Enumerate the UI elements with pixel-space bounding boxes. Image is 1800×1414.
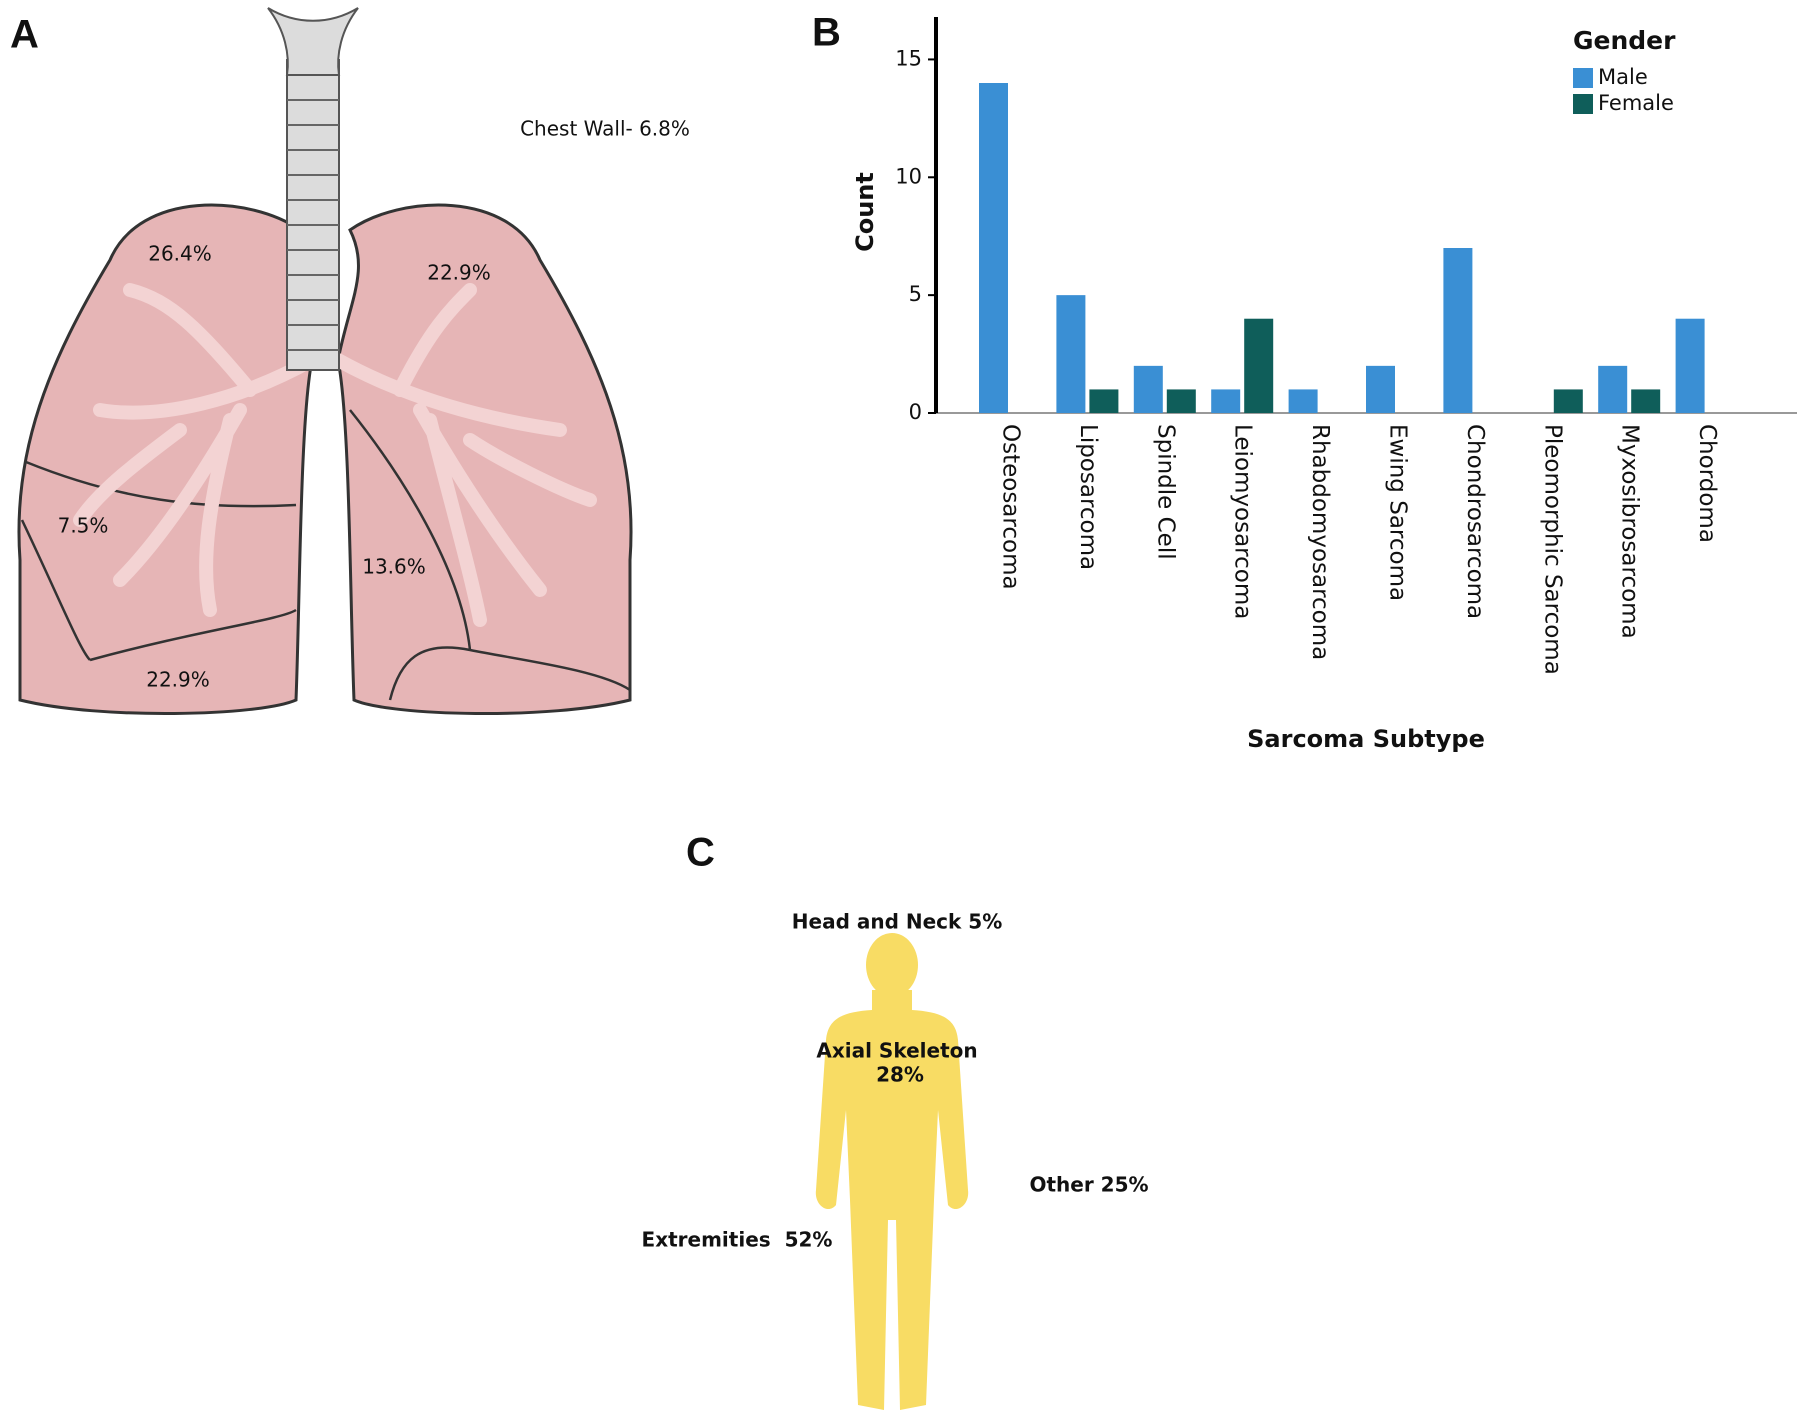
lung-annotation: Chest Wall- 6.8% xyxy=(520,117,690,141)
lung-annotation: 7.5% xyxy=(58,514,109,538)
x-tick-label: Myxosibrosarcoma xyxy=(1617,424,1643,639)
legend-label: Female xyxy=(1598,91,1674,115)
body-annotation: Axial Skeleton xyxy=(816,1039,977,1063)
x-tick-label: Liposarcoma xyxy=(1075,424,1101,570)
bar xyxy=(1598,365,1628,413)
body-annotation: Other 25% xyxy=(1029,1173,1148,1197)
body-annotation: Head and Neck 5% xyxy=(792,910,1002,934)
x-tick-label: Ewing Sarcoma xyxy=(1385,424,1411,601)
bar xyxy=(1631,389,1661,413)
bar xyxy=(1675,318,1705,413)
body-annotation: Extremities 52% xyxy=(642,1228,833,1252)
x-tick-label: Chordoma xyxy=(1694,424,1720,543)
lung-annotation: 22.9% xyxy=(146,668,210,692)
y-tick-label: 5 xyxy=(909,282,922,306)
bar xyxy=(1056,295,1086,413)
x-tick-label: Spindle Cell xyxy=(1152,424,1178,560)
bar xyxy=(1443,248,1473,413)
body-silhouette xyxy=(815,933,969,1410)
lung-illustration xyxy=(17,7,633,716)
panel-letter: B xyxy=(812,11,841,55)
bar xyxy=(1244,318,1274,413)
panel-letter: A xyxy=(10,13,39,57)
x-tick-label: Rhabdomyosarcoma xyxy=(1307,424,1333,660)
y-tick-label: 10 xyxy=(895,164,922,188)
legend-swatch xyxy=(1573,68,1593,88)
bar xyxy=(1133,365,1163,413)
bar xyxy=(1166,389,1196,413)
legend-title: Gender xyxy=(1573,26,1676,55)
y-tick-label: 15 xyxy=(895,46,922,70)
panel-letter: C xyxy=(686,831,715,875)
lung-annotation: 22.9% xyxy=(427,261,491,285)
bar xyxy=(1211,389,1241,413)
y-axis-title: Count xyxy=(851,172,879,252)
bar xyxy=(1288,389,1318,413)
y-tick-label: 0 xyxy=(909,400,922,424)
x-axis-title: Sarcoma Subtype xyxy=(1247,725,1485,753)
x-tick-label: Leiomyosarcoma xyxy=(1230,424,1256,619)
body-annotation: 28% xyxy=(876,1063,924,1087)
bar xyxy=(1366,365,1395,413)
x-tick-label: Pleomorphic Sarcoma xyxy=(1539,424,1565,675)
bar xyxy=(1553,389,1583,413)
lung-annotation: 13.6% xyxy=(362,555,426,579)
legend-label: Male xyxy=(1598,65,1648,89)
x-tick-label: Chondrosarcoma xyxy=(1462,424,1488,619)
lung-annotation: 26.4% xyxy=(148,242,212,266)
bar xyxy=(1089,389,1119,413)
legend-swatch xyxy=(1573,94,1593,114)
x-tick-label: Osteosarcoma xyxy=(998,424,1024,590)
bar xyxy=(979,83,1008,413)
